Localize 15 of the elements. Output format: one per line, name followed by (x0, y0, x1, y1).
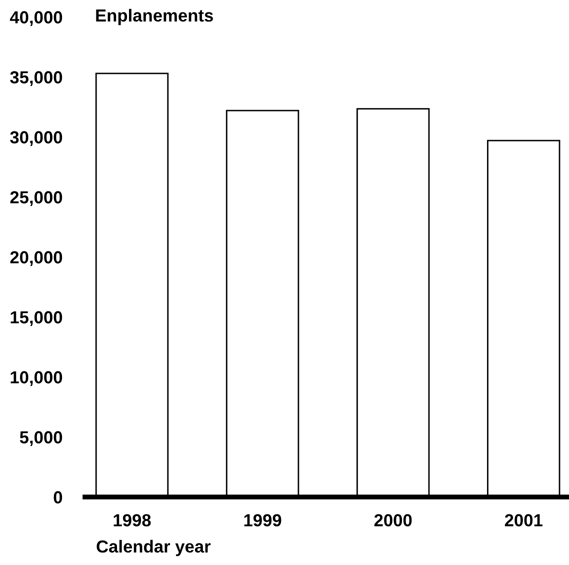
y-tick-label: 35,000 (10, 71, 62, 86)
y-tick-label: 25,000 (10, 191, 62, 206)
x-tick-label: 1998 (114, 514, 151, 526)
x-axis-title: Calendar year (96, 540, 211, 556)
y-tick-label: 5,000 (20, 431, 62, 446)
y-tick-label: 30,000 (10, 131, 62, 146)
y-tick-label: 40,000 (10, 11, 62, 26)
y-tick-label: 20,000 (10, 251, 62, 266)
y-tick-label: 15,000 (10, 311, 62, 326)
y-axis-title: Enplanements (96, 8, 213, 26)
x-tick-label: 2000 (374, 514, 412, 526)
y-tick-label: 10,000 (10, 371, 62, 386)
y-tick-label: 0 (54, 491, 62, 504)
x-tick-label: 2001 (504, 514, 542, 526)
x-tick-label: 1999 (244, 514, 282, 526)
